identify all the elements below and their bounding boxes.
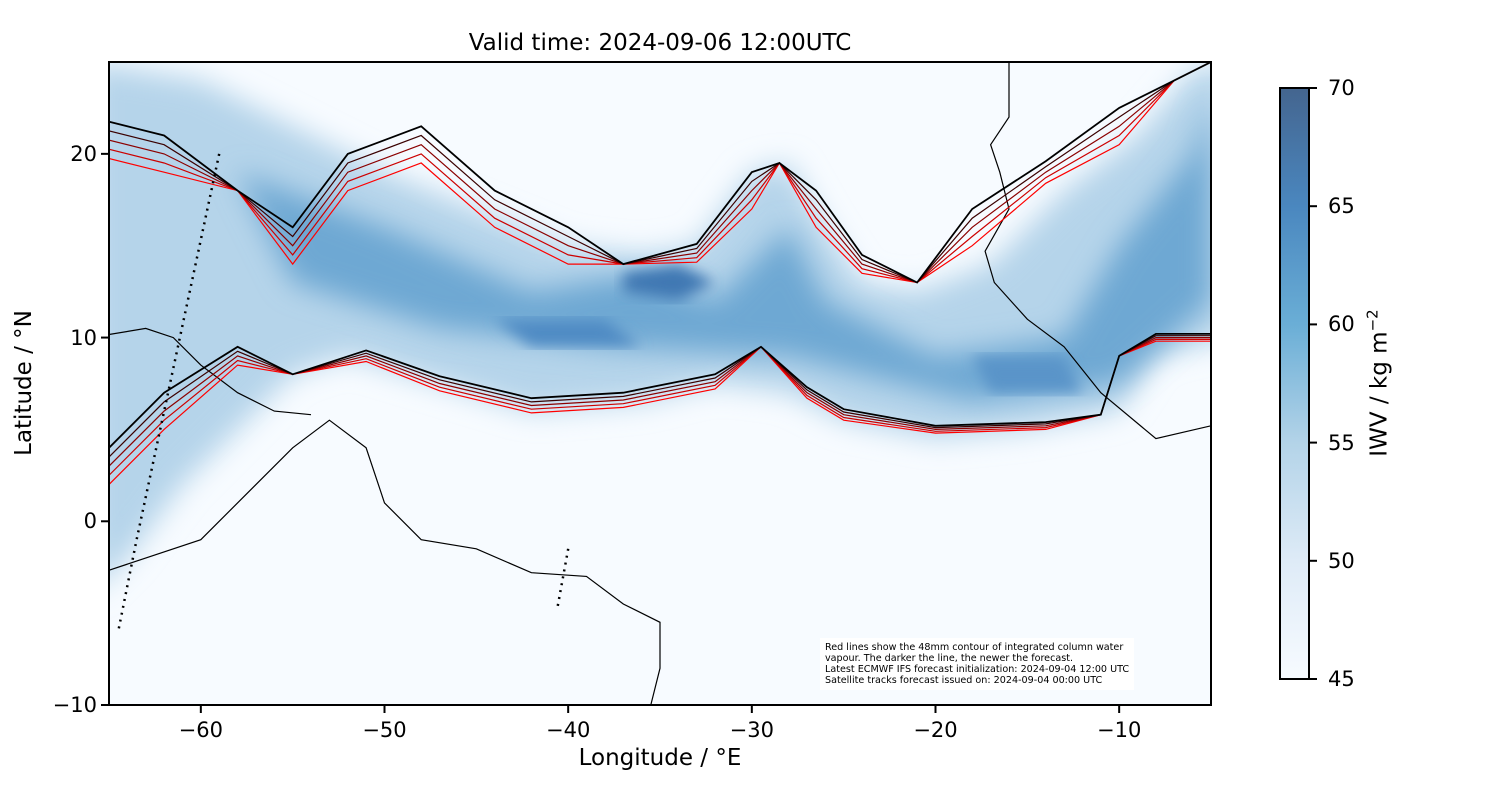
coastline [109,327,312,416]
forecast-contour-north [109,62,1211,284]
forecast-contour-north [109,62,1211,284]
satellite-track [116,153,221,632]
colorbar [1279,87,1310,680]
forecast-contour-north [109,62,1211,284]
axes-frame [108,61,1212,706]
y-tick-label: 0 [83,509,97,534]
plot-title: Valid time: 2024-09-06 12:00UTC [468,30,852,56]
colorbar-label: IWV / kg m−2 [1364,309,1393,456]
x-tick-label: −20 [913,718,958,742]
x-tick-label: −30 [729,718,774,742]
colorbar-label-exponent: −2 [1363,309,1382,332]
iwv-field-max [972,355,1083,393]
colorbar-tick-label: 45 [1328,667,1355,691]
x-tick-label: −60 [178,718,223,742]
coastline [984,62,1211,440]
x-tick-label: −50 [362,718,407,742]
iwv-field-max [623,264,716,301]
colorbar-tick-label: 70 [1328,76,1355,100]
colorbar-tick-label: 65 [1328,194,1355,219]
iwv-field-max [494,319,642,347]
coastline [109,419,661,705]
note-line: Red lines show the 48mm contour of integ… [825,642,1124,653]
forecast-contour-north [109,62,1211,284]
x-tick-label: −10 [1096,718,1142,742]
iwv-field-core [237,98,1211,402]
colorbar-tick-label: 60 [1328,312,1355,337]
forecast-contour-north [109,62,1211,284]
colorbar-tick-label: 50 [1328,548,1355,573]
note-line: Latest ECMWF IFS forecast initialization… [825,664,1130,675]
x-axis-label: Longitude / °E [578,745,742,771]
forecast-contour-south [109,333,1211,450]
x-tick-label: −40 [545,718,591,742]
legend-note: Red lines show the 48mm contour of integ… [820,638,1135,690]
y-tick-label: −10 [52,693,97,717]
y-tick-label: 10 [70,325,97,350]
y-tick-label: 20 [70,141,97,166]
note-line: Satellite tracks forecast issued on: 202… [825,675,1103,686]
colorbar-label-text: IWV / kg m [1366,331,1393,457]
note-line: vapour. The darker the line, the newer t… [825,653,1074,664]
colorbar-tick-label: 55 [1328,430,1355,455]
